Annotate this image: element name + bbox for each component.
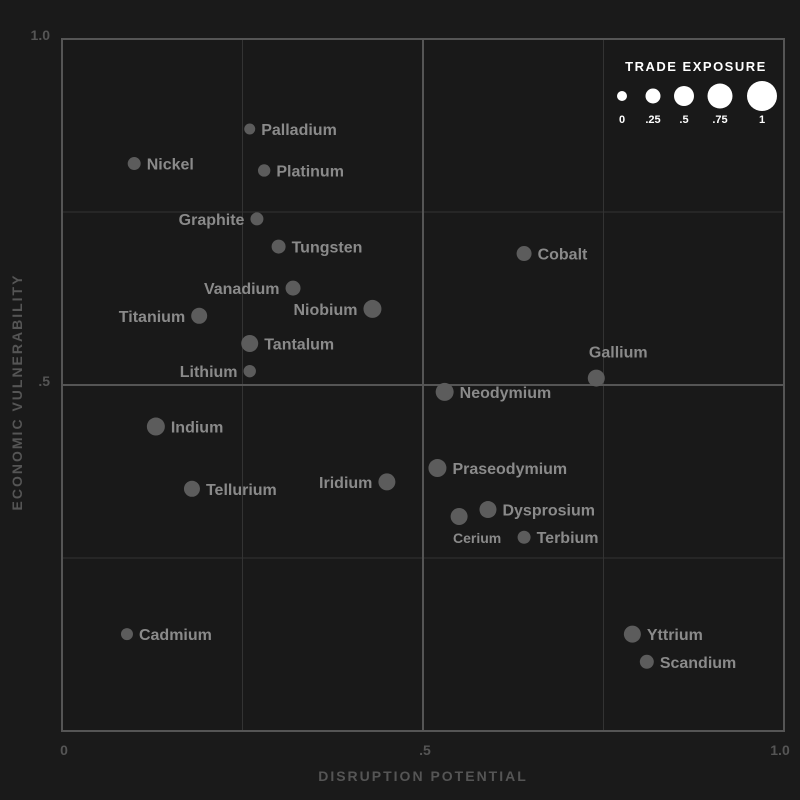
data-point bbox=[428, 459, 447, 478]
data-point bbox=[183, 480, 200, 497]
data-point bbox=[120, 628, 133, 641]
data-point-label: Neodymium bbox=[460, 385, 552, 402]
plot-border bbox=[61, 38, 785, 732]
data-point bbox=[639, 654, 654, 669]
data-point-label: Tungsten bbox=[292, 240, 363, 257]
data-point-label: Gallium bbox=[589, 345, 648, 362]
data-point-label: Nickel bbox=[147, 157, 194, 174]
data-point-label: Titanium bbox=[119, 309, 185, 326]
quadrant-dividers bbox=[62, 39, 784, 731]
data-point bbox=[191, 307, 208, 324]
data-point bbox=[285, 280, 301, 296]
data-point-label: Platinum bbox=[276, 163, 344, 180]
y-axis-ticks: .5 1.0 bbox=[31, 27, 51, 389]
legend-bubble-label: 1 bbox=[759, 114, 765, 126]
data-point-label: Cadmium bbox=[139, 627, 212, 644]
legend-bubble bbox=[645, 88, 661, 104]
data-point-label: Palladium bbox=[261, 122, 337, 139]
data-point-label: Cerium bbox=[453, 530, 501, 546]
data-point-label: Tellurium bbox=[206, 482, 277, 499]
data-point bbox=[250, 212, 264, 226]
data-point bbox=[363, 299, 382, 318]
legend-bubble-label: 0 bbox=[619, 114, 625, 126]
legend-bubble bbox=[747, 81, 777, 111]
data-point bbox=[127, 157, 141, 171]
x-axis-title: DISRUPTION POTENTIAL bbox=[318, 768, 528, 784]
data-point bbox=[623, 625, 641, 643]
legend-bubble bbox=[707, 83, 733, 109]
data-point-label: Lithium bbox=[180, 364, 238, 381]
data-point bbox=[241, 334, 259, 352]
data-point bbox=[435, 382, 454, 401]
data-point bbox=[243, 364, 256, 378]
data-point bbox=[244, 123, 256, 135]
data-point bbox=[516, 246, 532, 262]
data-point-label: Terbium bbox=[537, 530, 599, 547]
data-point bbox=[587, 369, 605, 387]
x-axis-ticks: 0 .5 1.0 bbox=[60, 742, 790, 758]
x-tick-label: .5 bbox=[419, 742, 431, 758]
x-tick-label: 0 bbox=[60, 742, 68, 758]
data-point-label: Scandium bbox=[660, 655, 736, 672]
data-point bbox=[450, 507, 468, 525]
legend-bubble-label: .75 bbox=[712, 114, 727, 126]
legend-title: TRADE EXPOSURE bbox=[625, 59, 767, 74]
x-tick-label: 1.0 bbox=[770, 742, 790, 758]
data-point-label: Dysprosium bbox=[502, 503, 594, 520]
data-point-label: Vanadium bbox=[204, 281, 280, 298]
y-tick-label: .5 bbox=[38, 373, 50, 389]
data-point-label: Indium bbox=[171, 420, 223, 437]
data-point bbox=[146, 417, 165, 436]
y-axis-title: ECONOMIC VULNERABILITY bbox=[9, 274, 25, 511]
legend-bubble-label: .5 bbox=[679, 114, 688, 126]
y-tick-label: 1.0 bbox=[31, 27, 51, 43]
data-point bbox=[271, 239, 286, 254]
data-point-label: Yttrium bbox=[647, 627, 703, 644]
data-point-label: Niobium bbox=[293, 302, 357, 319]
data-point-label: Graphite bbox=[179, 212, 245, 229]
data-point-label: Tantalum bbox=[264, 336, 334, 353]
legend-bubble bbox=[674, 86, 694, 106]
data-point-label: Praseodymium bbox=[452, 461, 567, 478]
data-point bbox=[378, 473, 396, 491]
data-points: Palladium Nickel Platinum Graphite Tungsten C… bbox=[119, 122, 736, 672]
legend-bubble bbox=[617, 91, 627, 101]
legend: TRADE EXPOSURE 0 .25 .5 .75 1 bbox=[617, 59, 777, 126]
data-point bbox=[479, 501, 497, 519]
data-point-label: Cobalt bbox=[538, 247, 588, 264]
legend-bubble-label: .25 bbox=[645, 114, 660, 126]
data-point bbox=[257, 164, 271, 177]
data-point-label: Iridium bbox=[319, 475, 372, 492]
data-point bbox=[517, 530, 531, 544]
